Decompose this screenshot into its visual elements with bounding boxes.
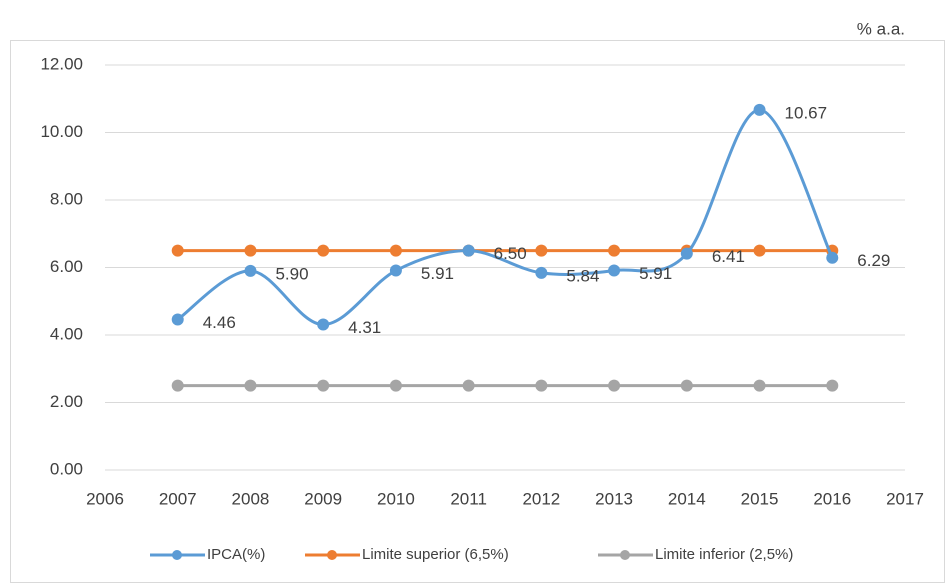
data-point (244, 379, 257, 392)
data-point (535, 244, 548, 257)
x-tick-label: 2009 (304, 489, 342, 508)
x-tick-label: 2008 (232, 489, 270, 508)
x-tick-label: 2013 (595, 489, 633, 508)
series-line (176, 108, 834, 327)
data-point (826, 251, 839, 264)
data-label: 4.46 (203, 313, 236, 332)
data-point (753, 103, 766, 116)
legend-label: IPCA(%) (207, 546, 265, 563)
x-tick-label: 2012 (522, 489, 560, 508)
data-point (608, 264, 621, 277)
data-label: 6.50 (494, 244, 527, 263)
y-tick-label: 2.00 (50, 392, 83, 411)
data-point (462, 379, 475, 392)
data-point (171, 313, 184, 326)
y-tick-label: 0.00 (50, 459, 83, 478)
data-point (317, 244, 330, 257)
data-point (535, 266, 548, 279)
data-label: 5.91 (639, 264, 672, 283)
data-point (535, 379, 548, 392)
data-point (171, 379, 184, 392)
legend-marker (620, 550, 630, 560)
data-point (389, 379, 402, 392)
data-point (389, 264, 402, 277)
y-tick-label: 10.00 (40, 122, 83, 141)
legend-marker (172, 550, 182, 560)
data-point (826, 379, 839, 392)
data-point (608, 379, 621, 392)
y-tick-label: 4.00 (50, 324, 83, 343)
data-point (317, 379, 330, 392)
x-tick-label: 2016 (813, 489, 851, 508)
unit-label: % a.a. (857, 19, 905, 38)
x-tick-label: 2010 (377, 489, 415, 508)
data-point (244, 244, 257, 257)
data-label: 4.31 (348, 318, 381, 337)
legend-label: Limite inferior (2,5%) (655, 546, 793, 563)
data-point (680, 247, 693, 260)
data-point (608, 244, 621, 257)
data-label: 5.84 (566, 266, 599, 285)
data-label: 5.90 (275, 264, 308, 283)
x-tick-label: 2017 (886, 489, 924, 508)
x-tick-label: 2015 (741, 489, 779, 508)
data-label: 6.41 (712, 247, 745, 266)
x-tick-label: 2006 (86, 489, 124, 508)
y-tick-label: 12.00 (40, 54, 83, 73)
data-point (753, 244, 766, 257)
data-point (171, 244, 184, 257)
x-tick-label: 2014 (668, 489, 706, 508)
data-label: 10.67 (785, 103, 828, 122)
legend-label: Limite superior (6,5%) (362, 546, 509, 563)
data-point (680, 379, 693, 392)
y-tick-label: 6.00 (50, 257, 83, 276)
data-point (389, 244, 402, 257)
legend-marker (327, 550, 337, 560)
data-point (244, 264, 257, 277)
x-tick-label: 2007 (159, 489, 197, 508)
data-point (317, 318, 330, 331)
data-point (753, 379, 766, 392)
data-label: 5.91 (421, 264, 454, 283)
x-tick-label: 2011 (450, 489, 487, 508)
y-tick-label: 8.00 (50, 189, 83, 208)
data-label: 6.29 (857, 251, 890, 270)
data-point (462, 244, 475, 257)
